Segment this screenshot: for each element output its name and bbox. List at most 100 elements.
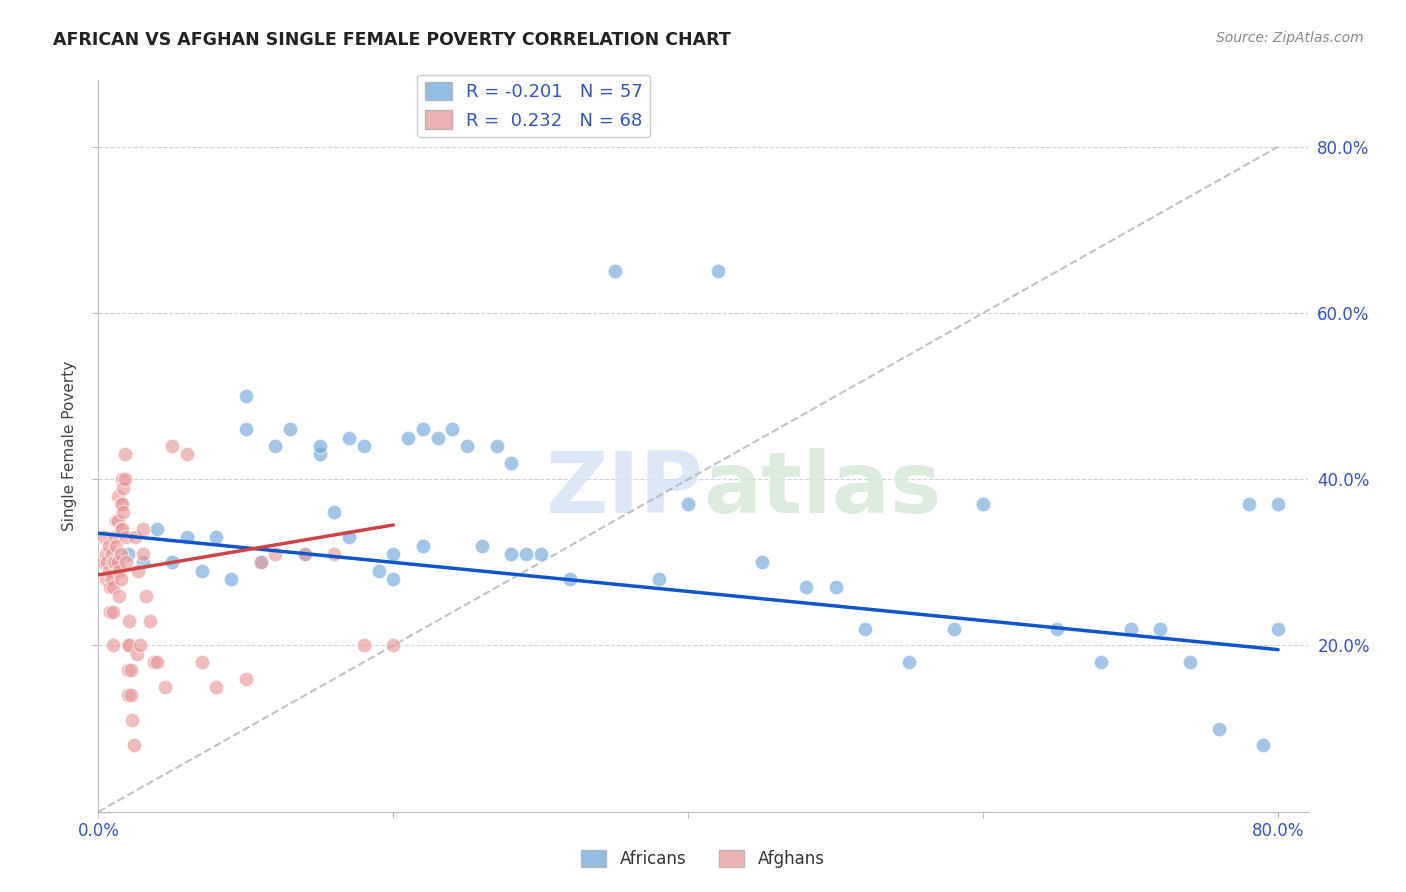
Point — [108, 589, 131, 603]
Point — [98, 605, 121, 619]
Point — [107, 555, 129, 569]
Point — [308, 447, 330, 461]
Point — [105, 514, 128, 528]
Point — [323, 506, 346, 520]
Point — [118, 639, 141, 653]
Point — [100, 547, 122, 561]
Point — [456, 439, 478, 453]
Point — [118, 614, 141, 628]
Point — [501, 456, 523, 470]
Point — [942, 622, 965, 636]
Point — [1208, 722, 1230, 736]
Point — [898, 655, 921, 669]
Point — [501, 547, 523, 561]
Point — [382, 547, 405, 561]
Legend: R = -0.201   N = 57, R =  0.232   N = 68: R = -0.201 N = 57, R = 0.232 N = 68 — [418, 75, 650, 136]
Point — [1149, 622, 1171, 636]
Point — [117, 689, 139, 703]
Point — [1237, 497, 1260, 511]
Point — [353, 639, 375, 653]
Point — [94, 572, 117, 586]
Point — [264, 547, 287, 561]
Point — [112, 481, 135, 495]
Point — [110, 572, 132, 586]
Point — [101, 605, 124, 619]
Point — [367, 564, 389, 578]
Point — [104, 530, 127, 544]
Point — [146, 522, 169, 536]
Point — [412, 422, 434, 436]
Text: ZIP: ZIP — [546, 449, 703, 532]
Point — [107, 489, 129, 503]
Point — [112, 506, 135, 520]
Text: AFRICAN VS AFGHAN SINGLE FEMALE POVERTY CORRELATION CHART: AFRICAN VS AFGHAN SINGLE FEMALE POVERTY … — [53, 31, 731, 49]
Point — [110, 497, 132, 511]
Point — [190, 655, 212, 669]
Point — [146, 655, 169, 669]
Point — [176, 447, 198, 461]
Point — [1267, 622, 1289, 636]
Point — [122, 738, 145, 752]
Point — [128, 639, 150, 653]
Point — [560, 572, 582, 586]
Point — [101, 555, 124, 569]
Point — [139, 614, 162, 628]
Point — [120, 664, 142, 678]
Point — [308, 439, 330, 453]
Point — [706, 264, 728, 278]
Y-axis label: Single Female Poverty: Single Female Poverty — [62, 361, 77, 531]
Point — [135, 589, 157, 603]
Point — [426, 431, 449, 445]
Point — [1090, 655, 1112, 669]
Point — [131, 547, 153, 561]
Point — [124, 530, 146, 544]
Text: Source: ZipAtlas.com: Source: ZipAtlas.com — [1216, 31, 1364, 45]
Point — [972, 497, 994, 511]
Point — [412, 539, 434, 553]
Point — [111, 497, 134, 511]
Point — [114, 472, 136, 486]
Point — [96, 555, 118, 569]
Point — [176, 530, 198, 544]
Point — [93, 530, 115, 544]
Point — [603, 264, 626, 278]
Point — [794, 580, 817, 594]
Point — [396, 431, 419, 445]
Point — [353, 439, 375, 453]
Point — [205, 680, 228, 694]
Point — [110, 522, 132, 536]
Point — [105, 539, 128, 553]
Point — [108, 564, 131, 578]
Point — [100, 572, 122, 586]
Point — [235, 422, 257, 436]
Point — [160, 439, 183, 453]
Point — [337, 530, 360, 544]
Point — [205, 530, 228, 544]
Point — [153, 680, 176, 694]
Legend: Africans, Afghans: Africans, Afghans — [575, 843, 831, 875]
Point — [853, 622, 876, 636]
Point — [249, 555, 271, 569]
Point — [264, 439, 287, 453]
Point — [117, 547, 139, 561]
Point — [1046, 622, 1069, 636]
Point — [160, 555, 183, 569]
Point — [294, 547, 316, 561]
Point — [117, 664, 139, 678]
Point — [1119, 622, 1142, 636]
Point — [678, 497, 700, 511]
Point — [107, 514, 129, 528]
Point — [219, 572, 242, 586]
Point — [110, 547, 132, 561]
Point — [648, 572, 671, 586]
Point — [143, 655, 166, 669]
Point — [294, 547, 316, 561]
Point — [235, 389, 257, 403]
Point — [485, 439, 508, 453]
Point — [111, 522, 134, 536]
Point — [382, 639, 405, 653]
Point — [115, 530, 138, 544]
Point — [323, 547, 346, 561]
Point — [120, 689, 142, 703]
Point — [121, 714, 143, 728]
